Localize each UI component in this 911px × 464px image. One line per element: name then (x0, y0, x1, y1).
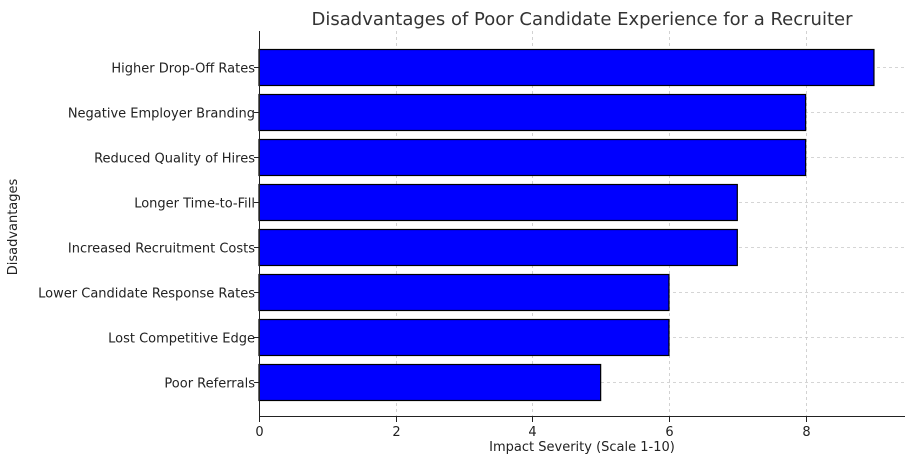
y-axis-ticks: Higher Drop-Off Rates Negative Employer B… (38, 62, 259, 392)
chart-title: Disadvantages of Poor Candidate Experien… (312, 9, 854, 30)
axes-spines (259, 31, 905, 417)
x-tick-label: 2 (392, 425, 400, 440)
y-tick-label: Higher Drop-Off Rates (111, 62, 255, 77)
bars (258, 48, 875, 402)
bar (258, 318, 670, 357)
y-tick-label: Reduced Quality of Hires (94, 152, 255, 167)
bar (258, 138, 807, 177)
x-axis-label: Impact Severity (Scale 1-10) (489, 440, 675, 455)
bar (258, 363, 602, 402)
y-tick-label: Negative Employer Branding (68, 107, 255, 122)
y-tick-label: Lost Competitive Edge (108, 332, 255, 347)
y-tick-label: Longer Time-to-Fill (134, 197, 255, 212)
bar (258, 183, 738, 222)
x-tick-label: 4 (528, 425, 536, 440)
y-tick-label: Increased Recruitment Costs (68, 242, 255, 257)
bar (258, 273, 670, 312)
x-tick-label: 0 (255, 425, 263, 440)
bar (258, 93, 807, 132)
x-tick-label: 6 (665, 425, 673, 440)
x-axis-ticks: 0 2 4 6 8 (255, 417, 811, 440)
y-axis-label: Disadvantages (6, 178, 21, 275)
y-tick-label: Lower Candidate Response Rates (38, 287, 255, 302)
x-tick-label: 8 (802, 425, 810, 440)
bar (258, 48, 875, 87)
grid-lines (259, 31, 905, 417)
bar (258, 228, 738, 267)
y-tick-label: Poor Referrals (164, 377, 255, 392)
